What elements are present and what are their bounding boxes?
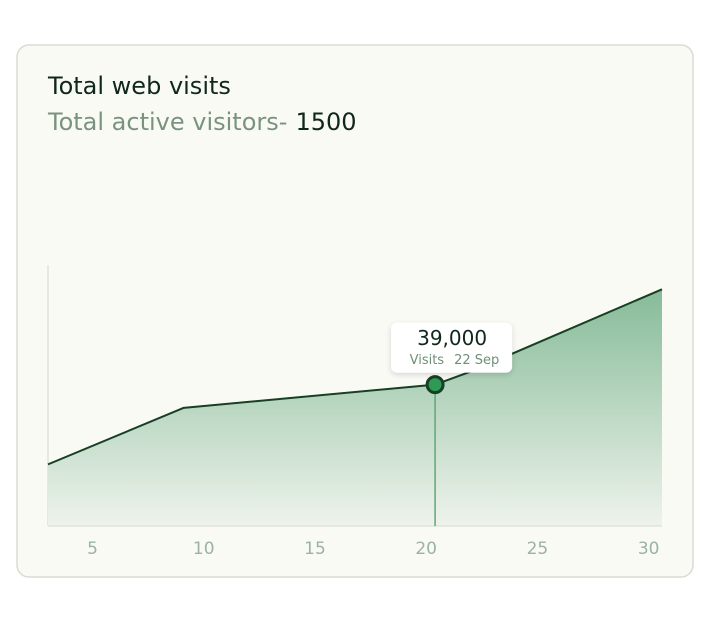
x-tick-label: 10 bbox=[193, 539, 215, 559]
tooltip-box bbox=[391, 322, 513, 373]
highlight-point bbox=[425, 375, 445, 395]
chart-title: Total web visits bbox=[47, 72, 231, 100]
x-tick-label: 5 bbox=[87, 539, 98, 559]
subtitle: Total active visitors- 1500 bbox=[47, 108, 357, 136]
x-tick-label: 30 bbox=[638, 539, 660, 559]
area-fill bbox=[48, 289, 662, 526]
x-tick-label: 15 bbox=[304, 539, 326, 559]
tooltip: 39,000 Visits 22 Sep bbox=[391, 322, 513, 373]
tooltip-label: Visits bbox=[410, 353, 445, 368]
x-tick-label: 20 bbox=[415, 539, 437, 559]
total-value: 1500 bbox=[295, 108, 356, 136]
tooltip-value: 39,000 bbox=[417, 326, 487, 350]
subtitle-text: Total active visitors- bbox=[47, 108, 287, 136]
x-tick-label: 25 bbox=[527, 539, 549, 559]
tooltip-date: 22 Sep bbox=[454, 353, 499, 368]
plot: 5 10 15 20 25 30 39,000 Visits 22 Sep bbox=[47, 288, 663, 559]
